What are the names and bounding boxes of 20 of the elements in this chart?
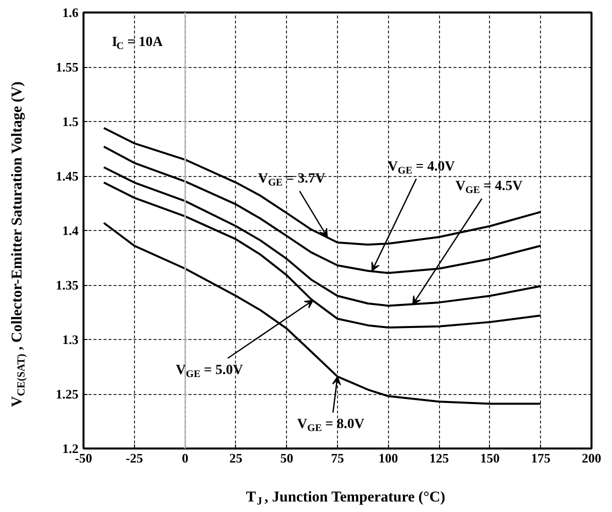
x-tick-label: 200 bbox=[582, 450, 602, 466]
y-axis-title: VCE(SAT), Collector-Emitter Saturation Voltage (V) bbox=[10, 81, 28, 407]
x-tick-label: 125 bbox=[429, 450, 450, 466]
y-tick-label: 1.55 bbox=[56, 60, 79, 74]
y-tick-label: 1.35 bbox=[56, 278, 79, 292]
y-tick-label: 1.3 bbox=[62, 332, 79, 347]
y-tick-label: 1.6 bbox=[62, 5, 79, 20]
y-tick-label: 1.2 bbox=[62, 441, 78, 456]
x-tick-label: 50 bbox=[280, 450, 294, 466]
x-tick-label: 0 bbox=[182, 450, 188, 466]
x-tick-label: 150 bbox=[480, 450, 500, 466]
y-tick-label: 1.5 bbox=[62, 114, 79, 129]
y-tick-label: 1.25 bbox=[56, 386, 79, 402]
x-tick-label: -25 bbox=[126, 450, 144, 466]
x-tick-label: 75 bbox=[331, 450, 344, 466]
x-tick-label: 100 bbox=[378, 450, 398, 466]
y-tick-label: 1.4 bbox=[62, 223, 79, 238]
x-tick-label: 25 bbox=[229, 450, 243, 466]
y-tick-label: 1.45 bbox=[56, 168, 79, 184]
x-tick-label: 175 bbox=[530, 450, 551, 466]
